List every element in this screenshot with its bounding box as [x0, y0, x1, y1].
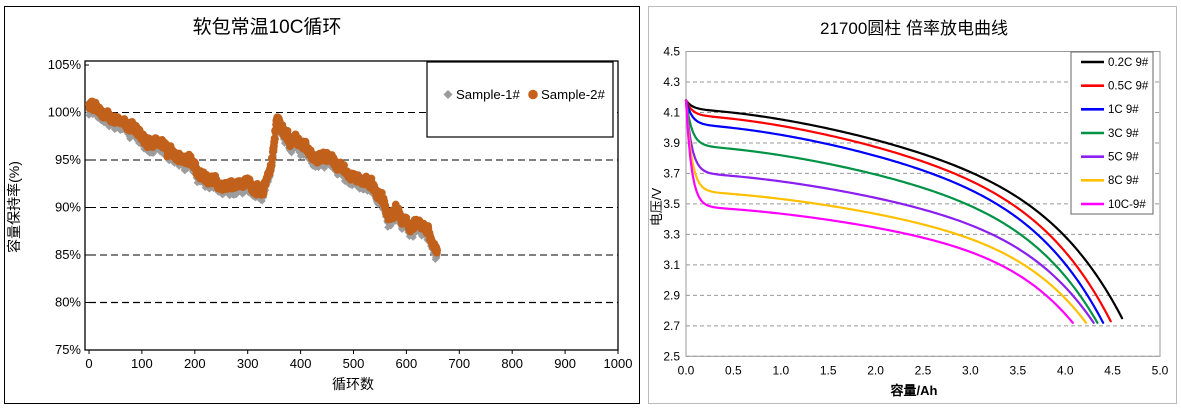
svg-text:3.5: 3.5	[1009, 363, 1026, 377]
svg-text:2.9: 2.9	[663, 288, 680, 302]
svg-text:3C 9#: 3C 9#	[1108, 128, 1139, 140]
svg-text:95%: 95%	[55, 152, 81, 167]
svg-text:4.1: 4.1	[663, 105, 680, 119]
svg-text:4.3: 4.3	[663, 75, 680, 89]
svg-text:75%: 75%	[55, 342, 81, 357]
svg-text:4.5: 4.5	[1104, 363, 1121, 377]
svg-text:软包常温10C循环: 软包常温10C循环	[193, 16, 342, 38]
svg-text:3.1: 3.1	[663, 258, 680, 272]
svg-text:500: 500	[343, 356, 365, 371]
svg-text:0: 0	[85, 356, 92, 371]
svg-text:容量保持率(%): 容量保持率(%)	[6, 161, 22, 253]
svg-text:0.5: 0.5	[725, 363, 742, 377]
svg-text:4.5: 4.5	[663, 45, 680, 59]
svg-text:100: 100	[131, 356, 153, 371]
svg-text:Sample-1#: Sample-1#	[456, 87, 520, 102]
svg-text:900: 900	[554, 356, 576, 371]
svg-text:0.5C 9#: 0.5C 9#	[1108, 81, 1149, 93]
svg-text:10C-9#: 10C-9#	[1108, 199, 1146, 211]
svg-text:21700圆柱 倍率放电曲线: 21700圆柱 倍率放电曲线	[820, 19, 1008, 38]
svg-text:1.5: 1.5	[820, 363, 837, 377]
svg-text:0.2C 9#: 0.2C 9#	[1108, 57, 1149, 69]
svg-text:2.5: 2.5	[915, 363, 932, 377]
svg-text:4.0: 4.0	[1057, 363, 1074, 377]
svg-text:700: 700	[448, 356, 470, 371]
svg-text:5C 9#: 5C 9#	[1108, 152, 1139, 164]
svg-text:0.0: 0.0	[678, 363, 695, 377]
svg-text:2.5: 2.5	[663, 349, 680, 363]
svg-text:1.0: 1.0	[772, 363, 789, 377]
svg-text:400: 400	[290, 356, 312, 371]
svg-text:300: 300	[237, 356, 259, 371]
svg-text:100%: 100%	[48, 105, 82, 120]
svg-text:800: 800	[501, 356, 523, 371]
svg-text:循环数: 循环数	[332, 376, 374, 392]
svg-text:3.0: 3.0	[962, 363, 979, 377]
svg-text:1C 9#: 1C 9#	[1108, 104, 1139, 116]
svg-text:容量/Ah: 容量/Ah	[890, 383, 938, 398]
svg-text:2.7: 2.7	[663, 319, 680, 333]
svg-text:Sample-2#: Sample-2#	[541, 87, 605, 102]
svg-text:电压/V: 电压/V	[649, 188, 664, 227]
svg-text:2.0: 2.0	[867, 363, 884, 377]
svg-text:8C 9#: 8C 9#	[1108, 175, 1139, 187]
svg-text:1000: 1000	[604, 356, 633, 371]
svg-text:3.9: 3.9	[663, 136, 680, 150]
svg-text:105%: 105%	[48, 57, 82, 72]
svg-text:5.0: 5.0	[1152, 363, 1169, 377]
svg-text:90%: 90%	[55, 200, 81, 215]
svg-text:85%: 85%	[55, 247, 81, 262]
svg-text:600: 600	[396, 356, 418, 371]
svg-text:3.7: 3.7	[663, 166, 680, 180]
svg-text:80%: 80%	[55, 295, 81, 310]
svg-text:3.5: 3.5	[663, 197, 680, 211]
svg-text:3.3: 3.3	[663, 227, 680, 241]
svg-text:200: 200	[184, 356, 206, 371]
